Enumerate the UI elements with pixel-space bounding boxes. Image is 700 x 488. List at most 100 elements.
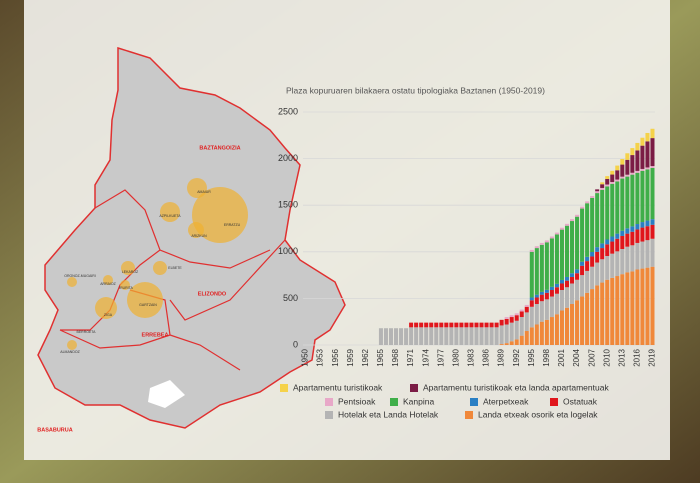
bar-segment	[625, 174, 630, 177]
bar-segment	[615, 179, 620, 182]
bar-segment	[409, 322, 414, 328]
bar-segment	[524, 331, 529, 345]
legend-label: Pentsioak	[338, 396, 376, 406]
bar-segment	[529, 306, 534, 328]
x-tick-label: 1965	[376, 348, 385, 366]
bar-segment	[630, 174, 635, 227]
map-region-label: BAZTANGOIZIA	[199, 145, 240, 151]
bar-segment	[399, 328, 404, 345]
bar-segment	[620, 164, 625, 177]
map-town-label: LEKAROZ	[122, 270, 139, 274]
bar-segment	[605, 186, 610, 240]
bar-segment	[544, 299, 549, 320]
bar-segment	[595, 262, 600, 286]
bar-segment	[489, 327, 494, 345]
bar-segment	[650, 128, 655, 139]
bar-segment	[484, 327, 489, 345]
bar-segment	[610, 241, 615, 254]
bar-segment	[585, 292, 590, 345]
bar-segment	[600, 184, 605, 188]
bar-segment	[585, 201, 590, 204]
bar-segment	[524, 306, 529, 313]
bar-segment	[590, 197, 595, 252]
bar-segment	[449, 327, 454, 345]
bar-segment	[640, 170, 645, 223]
x-tick-label: 1953	[316, 348, 325, 366]
bar-segment	[464, 322, 469, 328]
bar-segment	[605, 178, 610, 185]
bar-segment	[544, 292, 549, 300]
x-tick-label: 2007	[587, 348, 596, 366]
map-hole	[148, 380, 185, 408]
bar-segment	[595, 285, 600, 345]
bar-segment	[645, 226, 650, 241]
bar-segment	[564, 287, 570, 308]
bar-segment	[534, 303, 539, 325]
bar-segment	[534, 297, 539, 304]
bar-segment	[595, 251, 600, 263]
bar-segment	[570, 273, 575, 277]
bar-segment	[600, 243, 605, 249]
bar-segment	[494, 327, 499, 345]
bar-segment	[610, 183, 615, 237]
bar-segment	[554, 283, 559, 288]
x-tick-label: 1959	[346, 348, 355, 366]
bar-segment	[504, 343, 509, 345]
bar-segment	[630, 172, 635, 175]
bar-segment	[575, 269, 580, 274]
x-tick-label: 2010	[602, 348, 611, 366]
bar-segment	[514, 315, 519, 321]
bar-segment	[544, 240, 549, 243]
legend-swatch	[325, 411, 333, 419]
bar-segment	[580, 275, 585, 297]
bar-segment	[620, 176, 625, 179]
bar-segment	[429, 327, 434, 345]
bar-segment	[499, 325, 504, 345]
x-tick-label: 2004	[572, 348, 581, 366]
bar-segment	[600, 282, 605, 345]
y-tick-label: 2500	[278, 106, 298, 116]
legend-swatch	[410, 384, 418, 392]
bar-segment	[590, 251, 595, 257]
bar-segment	[610, 253, 615, 278]
map-town-label: ELBETE	[168, 266, 182, 270]
x-tick-label: 1971	[406, 348, 415, 366]
legend-label: Ostatuak	[563, 396, 598, 406]
bar-segment	[514, 320, 519, 340]
legend-swatch	[470, 398, 478, 406]
map-town-label: IRURITA	[119, 286, 133, 290]
bar-segment	[605, 279, 610, 345]
bar-segment	[429, 322, 434, 328]
y-tick-label: 500	[283, 293, 298, 303]
bar-segment	[580, 265, 585, 276]
legend-label: Landa etxeak osorik eta logelak	[478, 409, 598, 419]
bar-segment	[620, 178, 625, 231]
bar-segment	[519, 311, 524, 318]
bar-segment	[378, 328, 383, 345]
bar-segment	[469, 322, 474, 328]
bar-segment	[645, 167, 650, 170]
bar-segment	[620, 274, 625, 345]
bar-segment	[610, 277, 615, 345]
bar-segment	[640, 137, 645, 146]
bar-segment	[570, 276, 575, 284]
bar-segment	[544, 289, 549, 293]
bar-segment	[625, 159, 630, 175]
bar-segment	[414, 327, 419, 345]
bar-segment	[635, 170, 640, 173]
bar-segment	[595, 191, 600, 194]
bar-segment	[404, 328, 409, 345]
bar-segment	[549, 290, 554, 297]
bar-segment	[625, 176, 630, 229]
x-tick-label: 1977	[436, 348, 445, 366]
bar-segment	[544, 242, 549, 290]
bar-segment	[635, 172, 640, 225]
bar-segment	[585, 203, 590, 257]
bar-segment	[454, 322, 459, 328]
bar-segment	[640, 241, 645, 269]
bar-segment	[615, 170, 620, 180]
bar-segment	[645, 220, 650, 227]
bar-segment	[625, 272, 630, 345]
bar-segment	[459, 327, 464, 345]
